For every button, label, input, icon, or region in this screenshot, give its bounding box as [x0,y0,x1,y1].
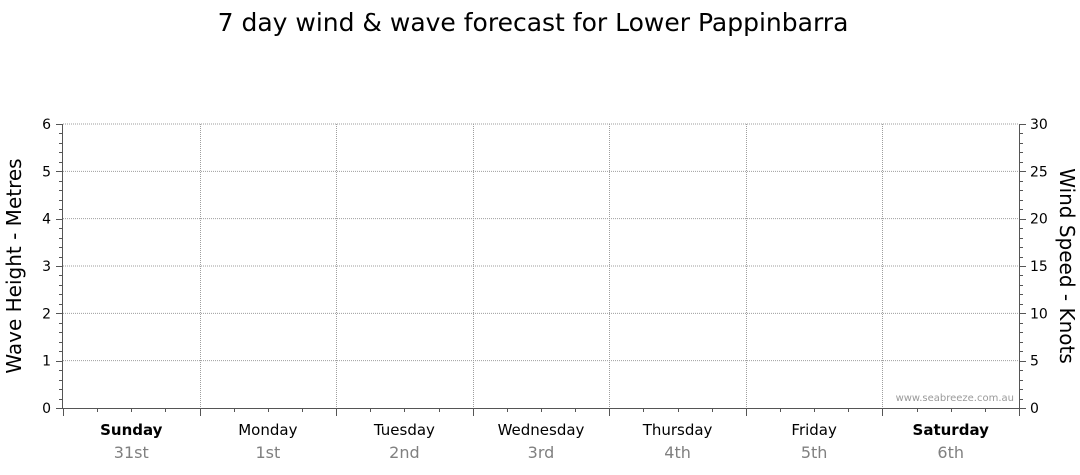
watermark-text: www.seabreeze.com.au [896,393,1014,404]
day-date-label: 1st [255,443,280,462]
grid-lines [63,123,1019,408]
day-date-label: 2nd [389,443,419,462]
day-date-label: 6th [937,443,964,462]
right-tick-label: 0 [1030,401,1039,417]
day-name-label: Sunday [100,421,163,439]
left-tick-label: 3 [42,259,51,275]
left-tick-label: 5 [42,164,51,180]
right-axis: 0 5 10 15 20 25 30 [1019,117,1048,417]
left-tick-label: 2 [42,306,51,322]
right-axis-title: Wind Speed - Knots [1055,168,1079,364]
day-name-label: Monday [238,421,297,439]
left-tick-label: 1 [42,354,51,370]
left-axis-title: Wave Height - Metres [2,158,26,373]
day-date-label: 5th [801,443,828,462]
right-tick-label: 30 [1030,117,1048,133]
right-tick-label: 25 [1030,164,1048,180]
day-name-label: Friday [791,421,837,439]
day-name-label: Thursday [642,421,713,439]
day-date-label: 4th [664,443,691,462]
day-name-label: Tuesday [373,421,435,439]
right-tick-label: 20 [1030,212,1048,228]
right-tick-label: 5 [1030,354,1039,370]
right-tick-label: 10 [1030,306,1048,322]
right-tick-label: 15 [1030,259,1048,275]
left-tick-label: 6 [42,117,51,133]
day-name-label: Saturday [913,421,990,439]
day-name-label: Wednesday [498,421,585,439]
left-tick-label: 4 [42,212,51,228]
chart-title: 7 day wind & wave forecast for Lower Pap… [218,8,849,37]
x-axis: Sunday 31st Monday 1st Tuesday 2nd Wednesday 3r… [63,408,1020,462]
day-date-label: 31st [114,443,149,462]
left-axis: 0 1 2 3 4 5 6 [42,117,63,417]
day-date-label: 3rd [528,443,555,462]
left-tick-label: 0 [42,401,51,417]
